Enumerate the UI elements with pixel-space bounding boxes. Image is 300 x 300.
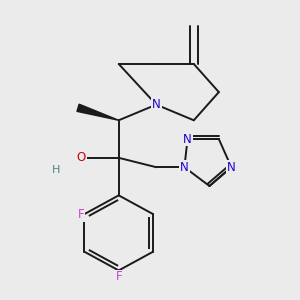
Text: N: N xyxy=(152,98,161,111)
Text: H: H xyxy=(52,165,60,175)
Text: F: F xyxy=(78,208,84,220)
Text: F: F xyxy=(116,271,122,284)
Polygon shape xyxy=(77,104,119,120)
Text: N: N xyxy=(180,161,189,174)
Text: N: N xyxy=(183,133,192,146)
Text: O: O xyxy=(76,151,86,164)
Text: N: N xyxy=(227,161,236,174)
